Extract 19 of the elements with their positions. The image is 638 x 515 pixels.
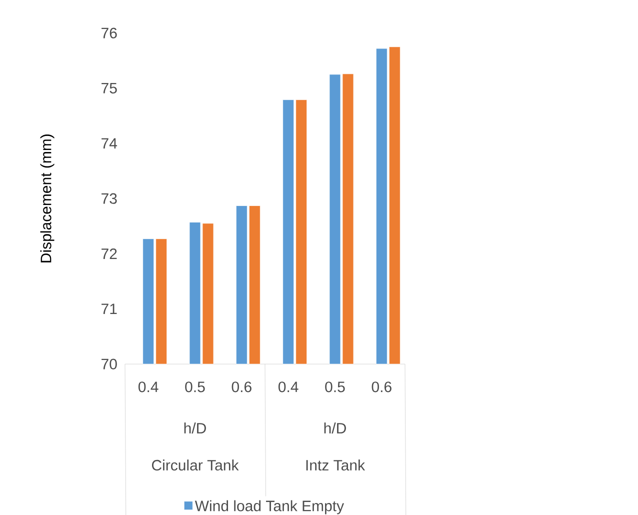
text: Intz Tank [306,460,366,471]
x-tick-label: 0.6 [232,382,252,392]
y-tick-label: 71 [102,304,117,314]
x-tick-label: 0.6 [372,382,392,392]
x-tick-label: 0.5 [185,382,205,392]
y-axis-title: Displacement (mm) [40,134,54,262]
text: Circular Tank [152,460,239,471]
y-tick-label: 70 [102,358,117,370]
y-tick-label: 73 [102,193,117,204]
x-tick-label: 0.4 [278,382,298,392]
y-tick-label: 72 [102,248,117,259]
legend-label: Wind load Tank Empty [194,500,344,514]
text: h/D [324,422,346,434]
text: h/D [184,422,206,434]
x-tick-label: 0.4 [138,382,158,392]
x-tick-label: 0.5 [325,382,345,392]
y-tick-label: 74 [102,138,118,149]
y-tick-label: 76 [102,28,117,38]
y-tick-label: 75 [102,82,117,94]
